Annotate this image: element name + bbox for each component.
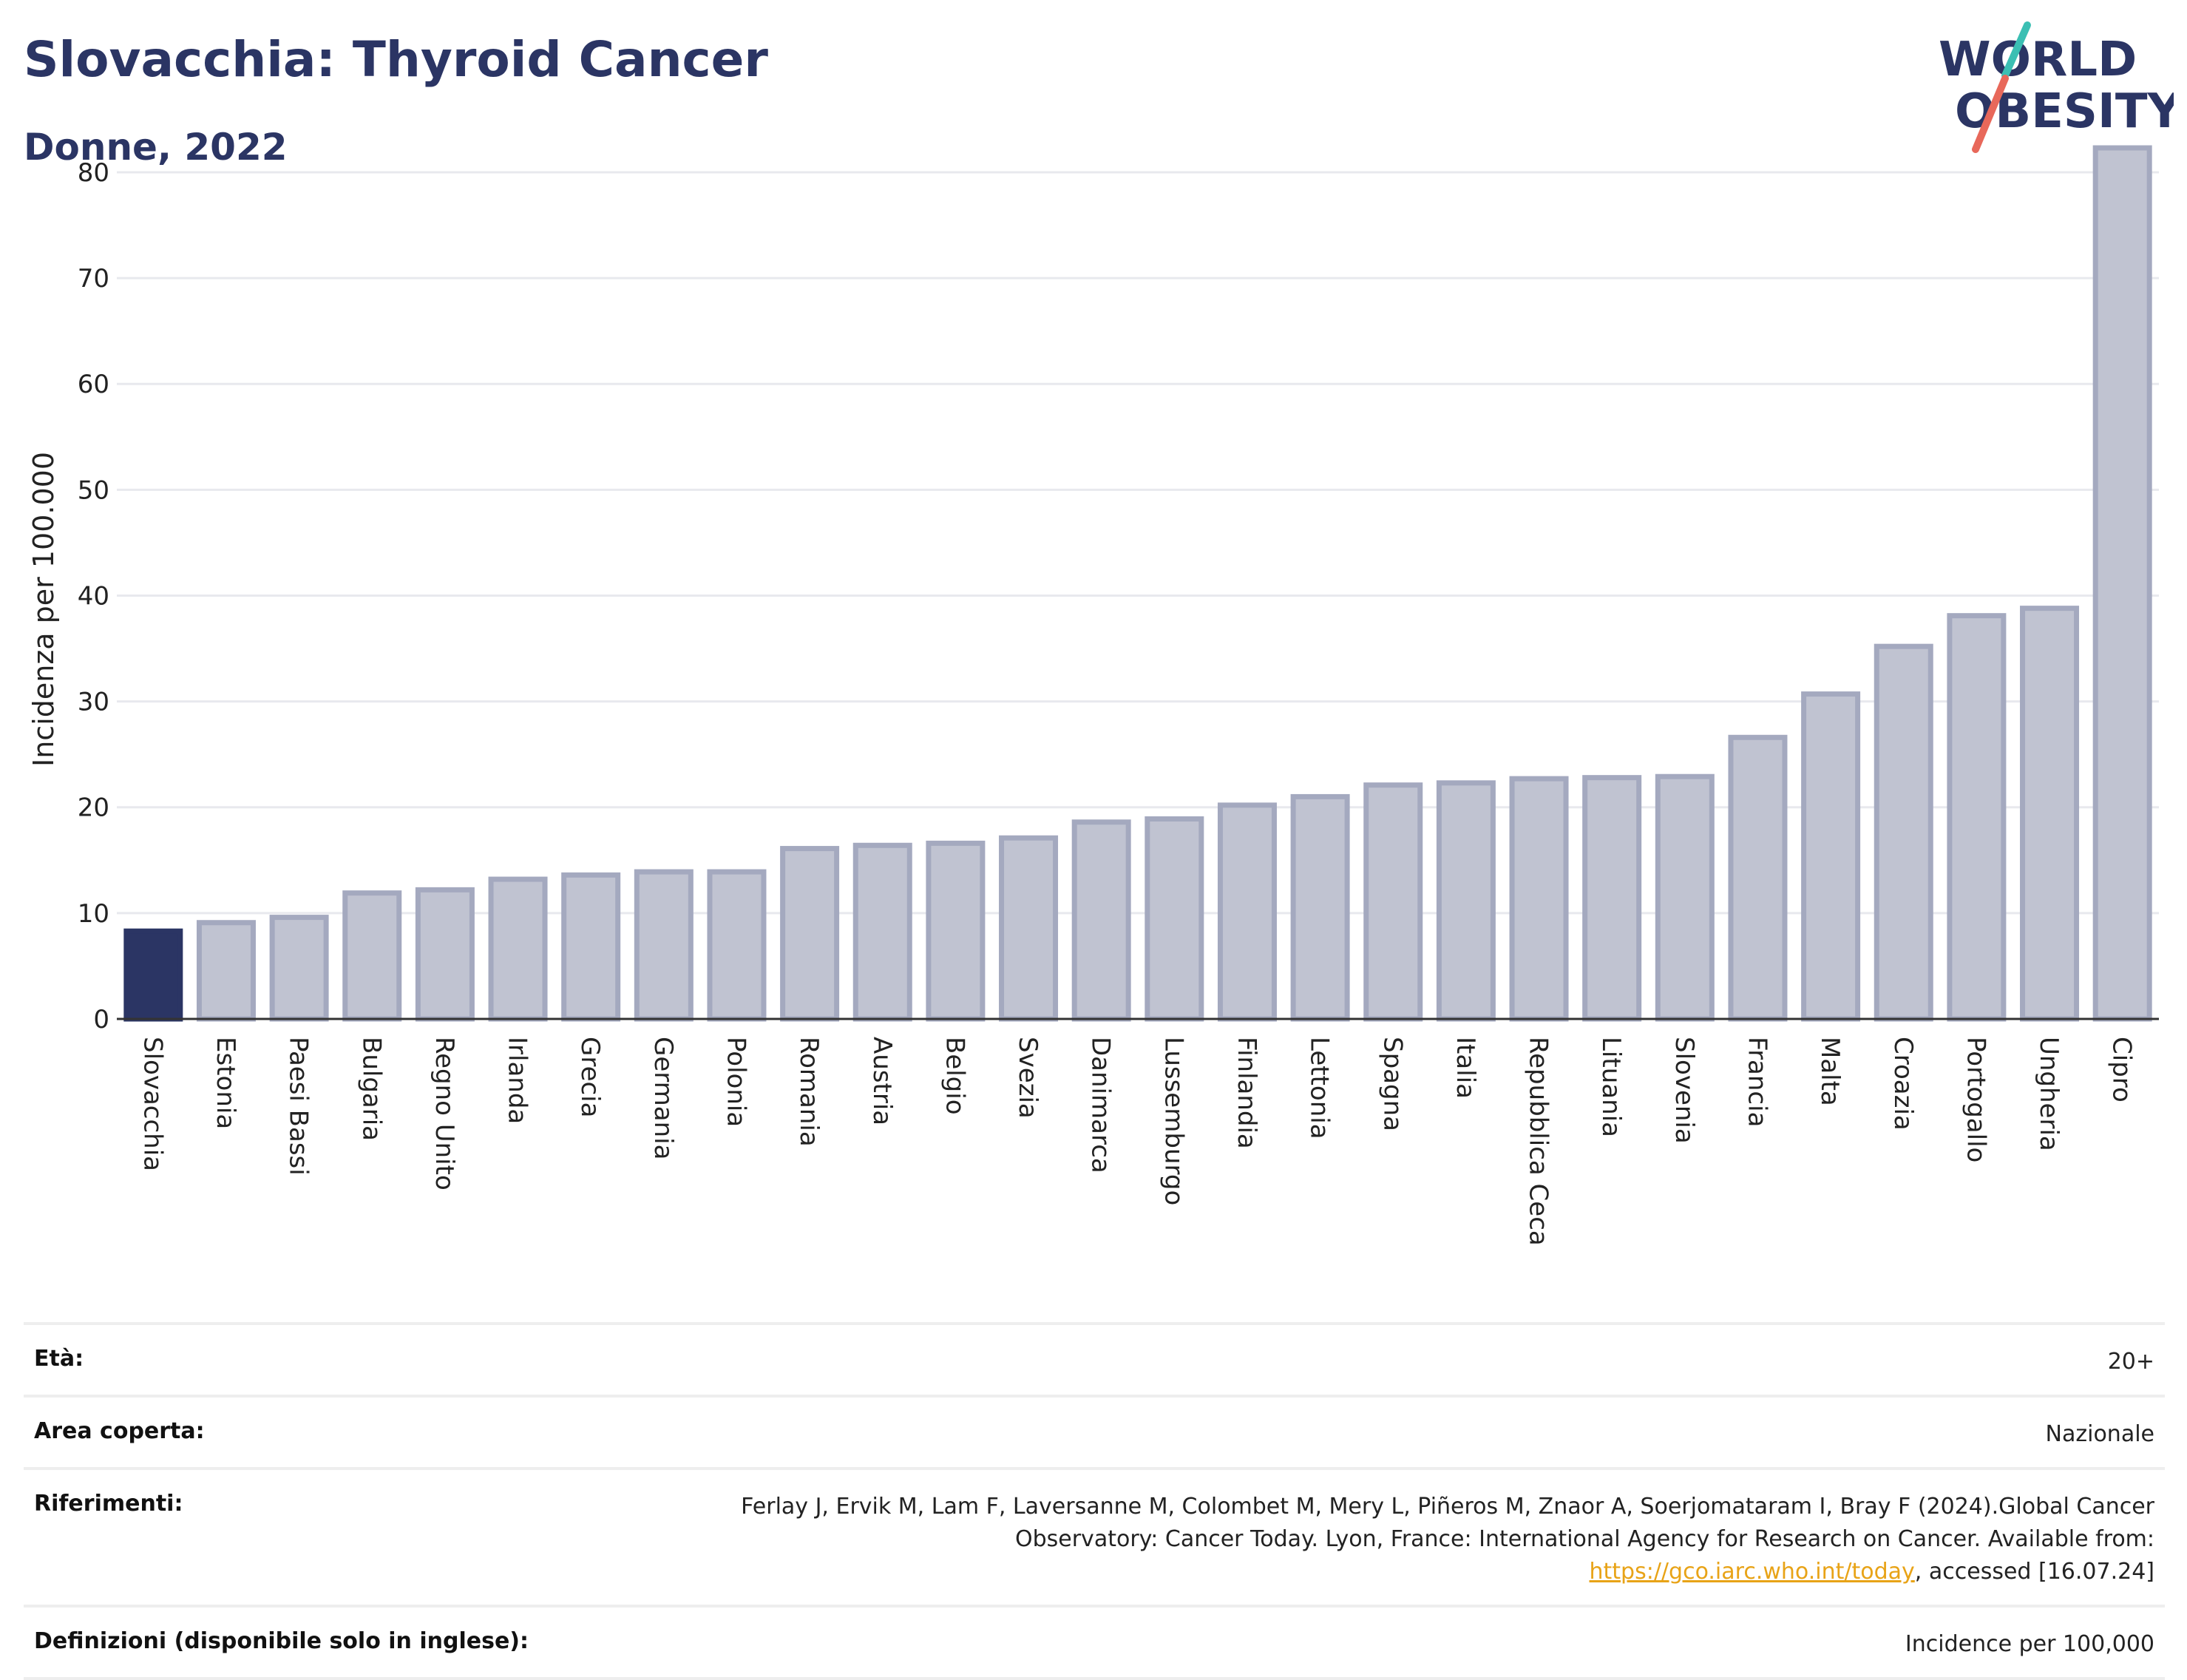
bar-polonia: [707, 869, 767, 1022]
bar-repubblica-ceca: [1509, 776, 1569, 1022]
world-obesity-logo: WORLD OBESITY: [1939, 21, 2174, 153]
x-tick-label: Polonia: [721, 1037, 750, 1127]
bar-croazia: [1874, 643, 1933, 1022]
x-tick-label: Spagna: [1377, 1037, 1407, 1131]
references-link[interactable]: https://gco.iarc.who.int/today: [1589, 1559, 1915, 1585]
x-tick-label: Lettonia: [1305, 1037, 1335, 1139]
chart-subtitle: Donne, 2022: [24, 126, 288, 169]
bar-francia: [1728, 734, 1788, 1022]
logo-slash-red: [1972, 75, 2009, 153]
y-tick-label: 60: [78, 370, 109, 399]
x-tick-label: Italia: [1451, 1037, 1480, 1099]
logo-slash-teal: [2001, 21, 2031, 79]
x-tick-label: Grecia: [575, 1037, 605, 1117]
x-tick-label: Belgio: [940, 1037, 969, 1115]
x-tick-label: Romania: [794, 1037, 824, 1147]
x-tick-label: Finlandia: [1232, 1037, 1261, 1149]
references-text-1: Ferlay J, Ervik M, Lam F, Laversanne M, …: [741, 1494, 2154, 1552]
x-tick-label: Germania: [648, 1037, 678, 1159]
y-axis-label: Incidenza per 100.000: [27, 452, 60, 767]
x-tick-label: Paesi Bassi: [284, 1037, 313, 1176]
y-tick-label: 10: [78, 899, 109, 929]
bar-belgio: [926, 840, 986, 1022]
x-tick-label: Danimarca: [1086, 1037, 1116, 1173]
bar-romania: [780, 846, 840, 1022]
info-row-age: Età: 20+: [24, 1322, 2165, 1395]
x-axis-ticks: Slovacchia Estonia Paesi Bassi Bulgaria Regn…: [138, 1037, 2136, 1246]
x-tick-label: Slovenia: [1669, 1037, 1699, 1144]
x-tick-label: Croazia: [1888, 1037, 1918, 1131]
chart-title: Slovacchia: Thyroid Cancer: [24, 31, 768, 88]
x-tick-label: Regno Unito: [430, 1037, 459, 1190]
y-axis-ticks: 0 10 20 30 40 50 60 70 80: [78, 158, 109, 1034]
definitions-value: Incidence per 100,000: [1905, 1631, 2154, 1657]
bar-ungheria: [2020, 606, 2080, 1022]
x-tick-label: Portogallo: [1961, 1037, 1990, 1162]
logo-line1: WORLD: [1939, 33, 2137, 87]
bar-finlandia: [1217, 802, 1277, 1022]
x-tick-label: Ungheria: [2034, 1037, 2064, 1151]
bar-grecia: [561, 872, 621, 1022]
bar-svezia: [999, 835, 1059, 1022]
bar-lussemburgo: [1145, 816, 1204, 1022]
area-label: Area coperta:: [34, 1418, 205, 1444]
age-value: 20+: [2107, 1349, 2154, 1375]
x-tick-label: Estonia: [211, 1037, 240, 1129]
y-tick-label: 40: [78, 581, 109, 611]
y-tick-label: 20: [78, 793, 109, 823]
info-row-area: Area coperta: Nazionale: [24, 1395, 2165, 1467]
area-value: Nazionale: [2045, 1421, 2154, 1447]
bar-germania: [634, 869, 694, 1022]
x-tick-label: Repubblica Ceca: [1524, 1037, 1553, 1246]
definitions-label: Definizioni (disponibile solo in inglese…: [34, 1628, 529, 1654]
x-tick-label: Lussemburgo: [1159, 1037, 1188, 1205]
references-label: Riferimenti:: [34, 1491, 183, 1517]
info-table: Età: 20+ Area coperta: Nazionale Riferim…: [24, 1322, 2165, 1680]
x-tick-label: Slovacchia: [138, 1037, 167, 1171]
x-tick-label: Cipro: [2107, 1037, 2137, 1102]
y-tick-label: 0: [93, 1005, 109, 1034]
bar-lituania: [1582, 775, 1642, 1022]
bar-irlanda: [488, 876, 548, 1022]
bar-lettonia: [1290, 793, 1350, 1022]
bar-cipro: [2092, 145, 2152, 1022]
bar-slovenia: [1655, 773, 1715, 1022]
references-value: Ferlay J, Ervik M, Lam F, Laversanne M, …: [676, 1491, 2154, 1588]
y-tick-label: 70: [78, 264, 109, 294]
bar-bulgaria: [342, 890, 402, 1022]
x-tick-label: Lituania: [1596, 1037, 1626, 1137]
bar-italia: [1436, 780, 1496, 1022]
y-tick-label: 80: [78, 158, 109, 188]
x-tick-label: Austria: [867, 1037, 897, 1125]
x-tick-label: Svezia: [1013, 1037, 1042, 1119]
bar-slovacchia: [123, 928, 183, 1022]
x-tick-label: Malta: [1815, 1037, 1845, 1106]
bar-spagna: [1363, 782, 1423, 1022]
bar-regno-unito: [415, 887, 475, 1022]
bar-malta: [1801, 691, 1861, 1022]
y-tick-label: 30: [78, 688, 109, 717]
bar-portogallo: [1947, 613, 2007, 1022]
bar-chart: 0 10 20 30 40 50 60 70 80 Slovacchia Estonia Paesi…: [27, 145, 2159, 1246]
info-row-definitions: Definizioni (disponibile solo in inglese…: [24, 1605, 2165, 1680]
bar-paesi-bassi: [269, 915, 329, 1022]
x-tick-label: Irlanda: [503, 1037, 532, 1124]
bar-estonia: [196, 920, 256, 1022]
bar-danimarca: [1071, 819, 1131, 1022]
bar-austria: [852, 842, 912, 1022]
y-tick-label: 50: [78, 475, 109, 505]
references-text-2: , accessed [16.07.24]: [1914, 1559, 2154, 1585]
age-label: Età:: [34, 1346, 84, 1372]
x-tick-label: Francia: [1742, 1037, 1771, 1127]
info-row-references: Riferimenti: Ferlay J, Ervik M, Lam F, L…: [24, 1467, 2165, 1605]
bars: [123, 145, 2152, 1022]
x-tick-label: Bulgaria: [356, 1037, 386, 1141]
